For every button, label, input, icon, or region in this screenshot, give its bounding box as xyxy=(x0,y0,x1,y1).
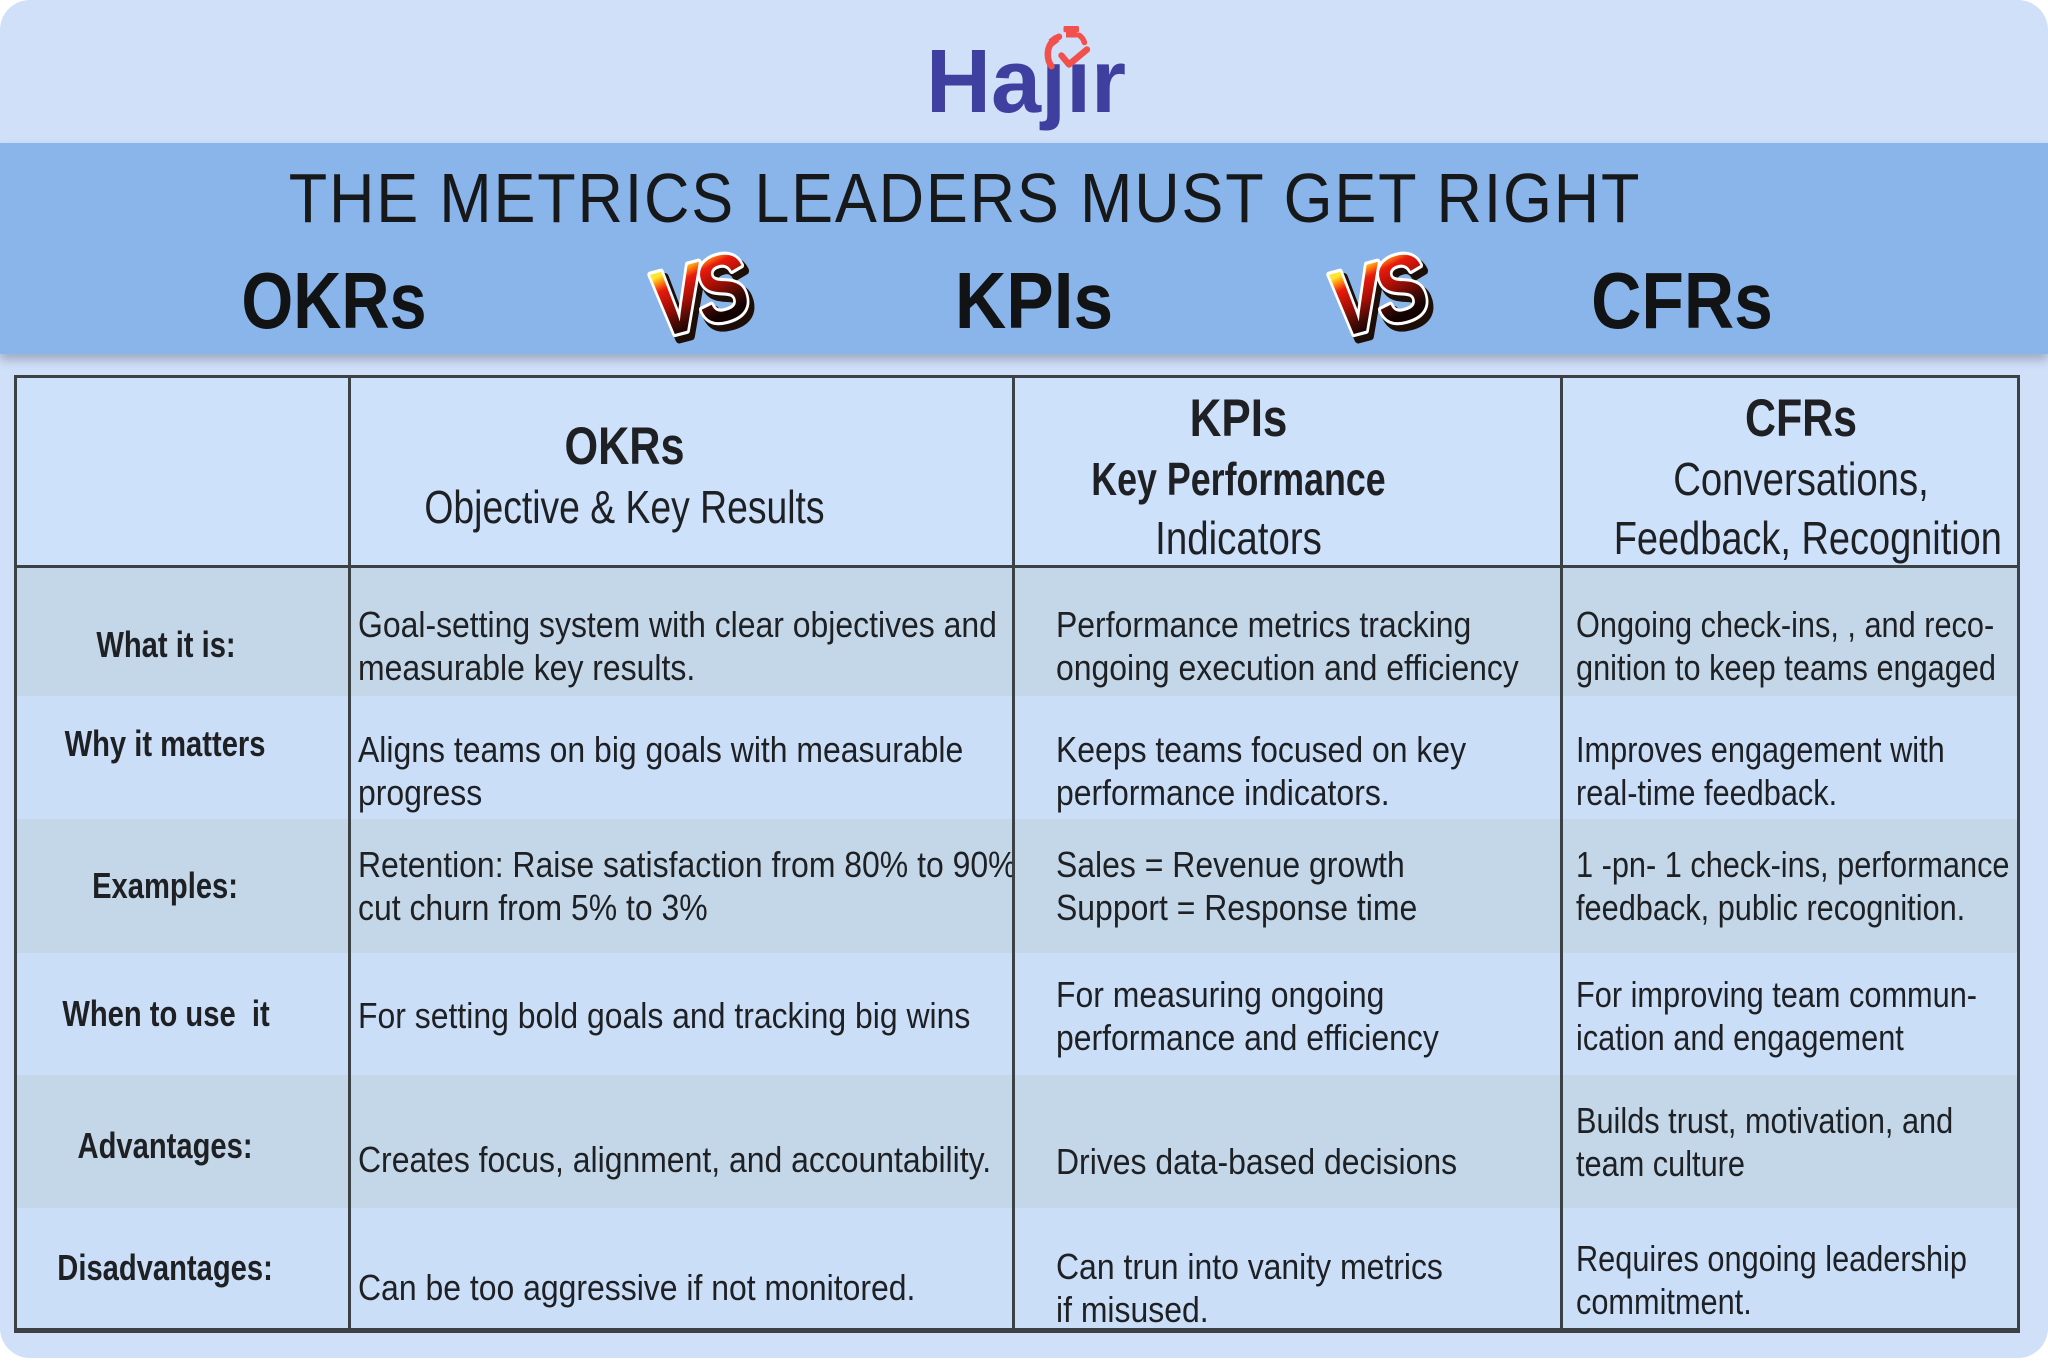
svg-text:Haȷır: Haȷır xyxy=(926,32,1126,132)
